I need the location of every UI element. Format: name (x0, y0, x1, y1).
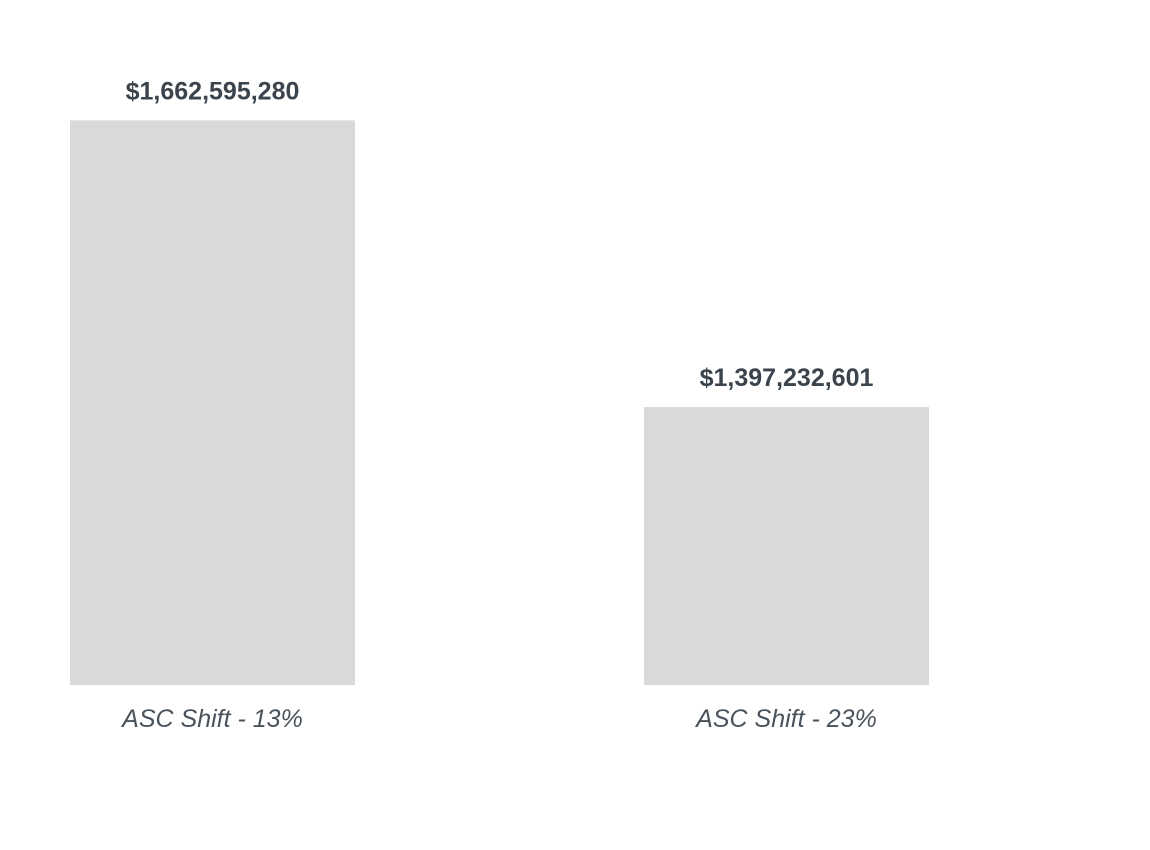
bar-1 (70, 120, 355, 685)
bar-value-label-1: $1,662,595,280 (126, 77, 300, 105)
labels-layer: $1,662,595,280 ASC Shift - 13% $1,397,232,… (120, 77, 877, 733)
bar-value-label-2: $1,397,232,601 (700, 364, 874, 392)
bar-2 (644, 407, 929, 685)
category-label-2: ASC Shift - 23% (694, 705, 877, 733)
category-label-1: ASC Shift - 13% (120, 705, 303, 733)
bars-layer (70, 120, 929, 685)
